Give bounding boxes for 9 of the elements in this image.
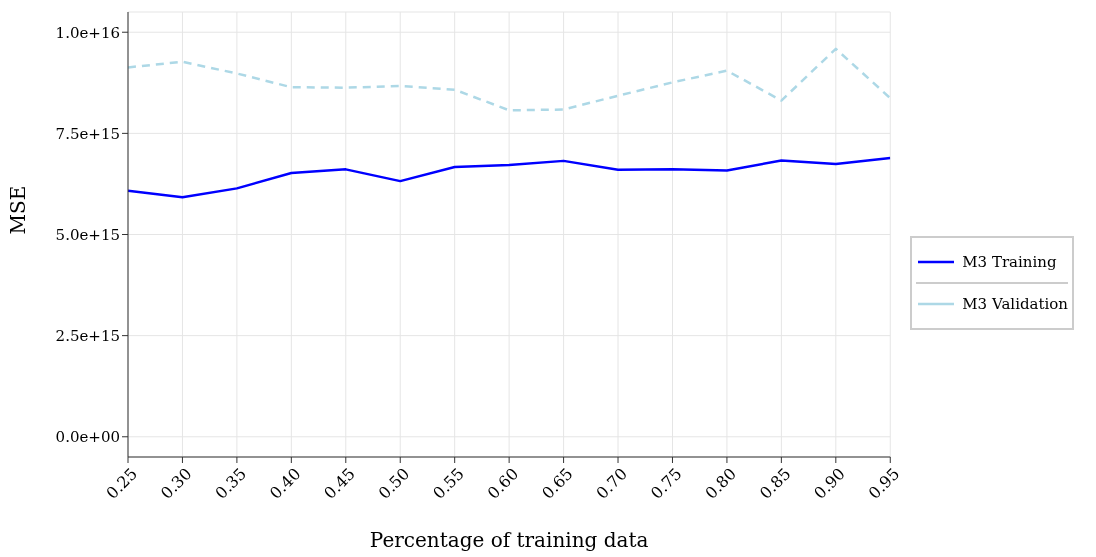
y-axis-title: MSE bbox=[6, 185, 31, 235]
x-axis-title: Percentage of training data bbox=[369, 528, 649, 552]
y-tick-label: 7.5e+15 bbox=[55, 124, 120, 143]
y-tick-label: 1.0e+16 bbox=[55, 23, 120, 42]
y-tick-label: 0.0e+00 bbox=[55, 428, 120, 447]
legend-label: M3 Validation bbox=[962, 294, 1068, 313]
y-tick-label: 2.5e+15 bbox=[55, 326, 120, 345]
y-tick-label: 5.0e+15 bbox=[55, 225, 120, 244]
legend-label: M3 Training bbox=[962, 252, 1057, 271]
